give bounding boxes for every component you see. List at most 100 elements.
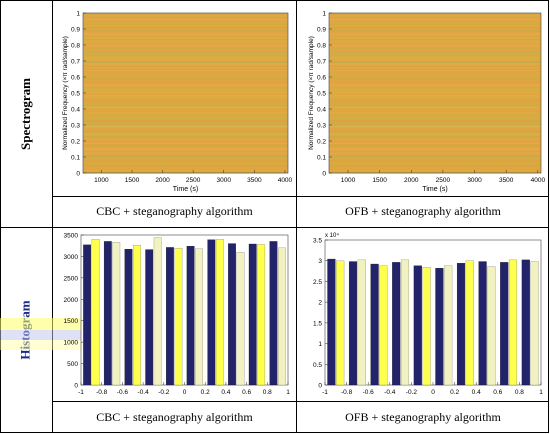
x-tick-label: 0.8	[515, 389, 524, 396]
spectrogram-texture-line	[83, 92, 288, 93]
spectrogram-texture-line	[83, 156, 288, 157]
spectrogram-texture-line	[83, 70, 288, 71]
spectrogram-texture-line	[329, 24, 541, 26]
spectrogram-texture-line	[83, 126, 288, 127]
spectrogram-texture-line	[83, 55, 288, 57]
x-tick-label: 1500	[125, 177, 140, 184]
x-tick-label: 2500	[436, 177, 451, 184]
spectrogram-texture-line	[329, 27, 541, 28]
bar-series-2	[133, 245, 141, 386]
spectrogram-texture-line	[83, 44, 288, 45]
x-tick-label: 0.2	[450, 389, 459, 396]
spectrogram-texture-line	[329, 52, 541, 53]
x-tick-label: 3000	[217, 177, 232, 184]
y-tick-label: 3500	[64, 233, 79, 240]
y-tick-label: 0.1	[317, 155, 326, 162]
spectrogram-texture-line	[83, 143, 288, 144]
spectrogram-texture-line	[329, 123, 541, 125]
spectrogram-ofb-chart: 0 0.1 0.2 0.3 0.4 0.5 0.6 0.7 0.8 0.9 1 1000 1500 200…	[308, 11, 546, 194]
spectrogram-texture-line	[83, 32, 288, 34]
y-tick-label: 0.6	[71, 75, 80, 82]
bar-series-2	[195, 248, 203, 386]
spectrogram-texture-line	[329, 67, 541, 69]
spectrogram-texture-line	[83, 27, 288, 28]
spectrogram-texture-line	[83, 71, 288, 73]
x-tick-label: 0	[431, 389, 435, 396]
y-tick-label: 0	[74, 383, 78, 390]
spectrogram-texture-line	[329, 110, 541, 112]
spectrogram-texture-line	[329, 100, 541, 101]
spectrogram-texture-line	[83, 122, 288, 123]
spectrogram-texture-line	[329, 136, 541, 138]
spectrogram-texture-line	[329, 48, 541, 49]
spectrogram-texture-line	[329, 63, 541, 65]
spectrogram-texture-line	[329, 161, 541, 162]
spectrogram-texture-line	[329, 35, 541, 36]
y-tick-label: 2500	[64, 275, 79, 282]
spectrogram-texture-line	[329, 158, 541, 160]
x-tick-label: 2500	[186, 177, 201, 184]
spectrogram-texture-line	[329, 44, 541, 45]
spectrogram-texture-line	[83, 171, 288, 173]
spectrogram-texture-line	[329, 140, 541, 142]
bar-series-2	[215, 239, 224, 386]
bar-series-1	[207, 239, 216, 386]
bar-series-1	[186, 245, 195, 386]
spectrogram-texture-line	[329, 14, 541, 15]
spectrogram-texture-line	[329, 149, 541, 151]
spectrogram-texture-line	[83, 24, 288, 26]
spectrogram-texture-line	[83, 107, 288, 109]
bar-series-2	[444, 265, 453, 386]
spectrogram-texture-line	[329, 167, 541, 169]
x-tick-label: 4000	[531, 177, 546, 184]
spectrogram-texture-line	[329, 49, 541, 51]
spectrogram-texture-line	[329, 53, 541, 54]
spectrogram-texture-line	[329, 87, 541, 88]
y-tick-label: 0.7	[317, 59, 326, 66]
spectrogram-texture-line	[83, 66, 288, 67]
spectrogram-texture-line	[329, 109, 541, 110]
histogram-plot-area	[80, 234, 289, 386]
y-tick-label: 0.2	[71, 139, 80, 146]
spectrogram-texture-line	[329, 66, 541, 67]
spectrogram-texture-line	[329, 101, 541, 103]
spectrogram-texture-line	[329, 128, 541, 130]
spectrogram-texture-line	[83, 166, 288, 168]
x-tick-label: -0.4	[384, 389, 396, 396]
spectrogram-texture-line	[83, 26, 288, 27]
spectrogram-texture-line	[83, 167, 288, 169]
spectrogram-texture-line	[83, 123, 288, 125]
spectrogram-texture-line	[83, 157, 288, 158]
x-tick-label: 0.6	[493, 389, 502, 396]
spectrogram-texture-line	[83, 36, 288, 38]
spectrogram-texture-line	[329, 102, 541, 104]
spectrogram-texture-line	[83, 137, 288, 139]
spectrogram-texture-line	[329, 16, 541, 18]
spectrogram-texture-line	[83, 118, 288, 119]
spectrogram-texture-line	[83, 67, 288, 69]
x-tick-label: 3000	[467, 177, 482, 184]
spectrogram-texture-line	[83, 109, 288, 110]
spectrogram-texture-line	[329, 41, 541, 43]
spectrogram-texture-line	[83, 148, 288, 149]
spectrogram-texture-line	[83, 39, 288, 40]
spectrogram-texture-line	[329, 65, 541, 66]
spectrogram-texture-line	[83, 152, 288, 153]
spectrogram-texture-line	[83, 110, 288, 112]
spectrogram-texture-line	[329, 70, 541, 71]
spectrogram-texture-line	[83, 158, 288, 160]
bar-series-1	[166, 247, 174, 386]
bar-series-2	[112, 242, 121, 386]
spectrogram-texture-line	[83, 136, 288, 138]
x-tick-label: -0.4	[137, 389, 149, 396]
spectrogram-texture-line	[83, 93, 288, 95]
spectrogram-texture-line	[83, 14, 288, 15]
spectrogram-texture-line	[83, 61, 288, 62]
bar-series-1	[124, 248, 133, 386]
histogram-ofb-chart: 0 0.5 1 1.5 2 2.5 3 3.5 -1 -0.8 -0.6 -0.4 -0.2 0 0.2 0.…	[313, 232, 543, 396]
bar-series-2	[400, 259, 410, 386]
spectrogram-texture-line	[329, 85, 541, 87]
bar-series-1	[370, 263, 379, 386]
spectrogram-texture-line	[83, 88, 288, 90]
bar-series-2	[174, 248, 183, 386]
